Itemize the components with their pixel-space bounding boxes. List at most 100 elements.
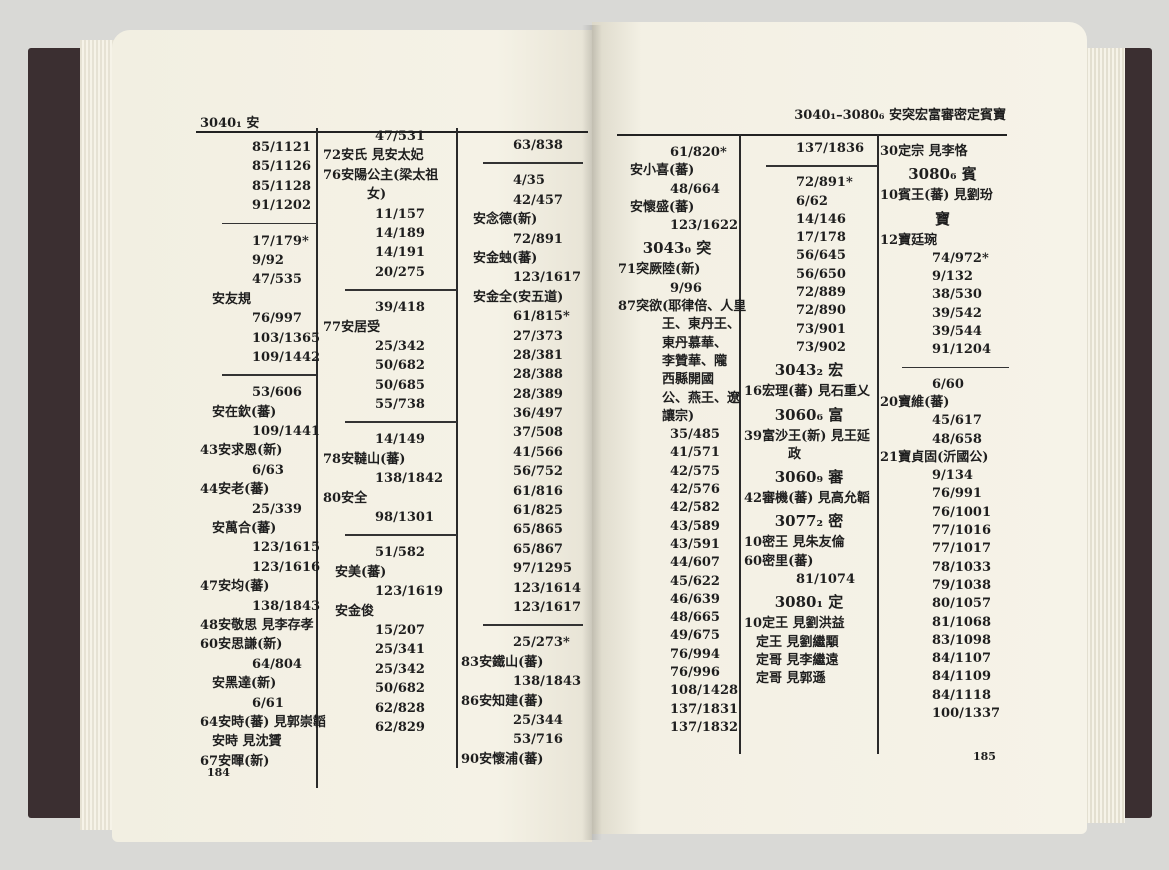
index-entry: 安懷盛(蕃) (630, 199, 695, 215)
page-reference: 76/994 (670, 646, 720, 662)
page-reference: 20/275 (375, 264, 425, 280)
page-reference: 9/134 (932, 468, 973, 484)
entry-continuation: 讓宗) (662, 408, 695, 424)
index-entry: 安時 見沈贇 (212, 734, 282, 750)
right-column-2: 137/1836 72/891* 6/62 14/146 17/178 56/645 56/… (744, 140, 878, 689)
page-reference: 14/191 (375, 245, 425, 261)
index-entry: 78安韃山(蕃) (323, 451, 406, 467)
page-reference: 62/829 (375, 719, 425, 735)
page-reference: 65/867 (513, 541, 563, 557)
page-reference: 84/1118 (932, 687, 992, 703)
section-heading: 3060₉ 審 (774, 468, 844, 487)
page-reference: 81/1068 (932, 614, 992, 630)
index-entry: 10密王 見朱友倫 (744, 535, 845, 551)
page-reference: 14/189 (375, 225, 425, 241)
page-reference: 62/828 (375, 700, 425, 716)
index-entry: 43安求恩(新) (200, 443, 283, 459)
book-gutter (582, 25, 602, 840)
index-entry: 87突欲(耶律倍、人皇 (618, 299, 747, 315)
page-reference: 72/890 (796, 303, 846, 319)
page-reference: 100/1337 (932, 706, 1001, 722)
left-page-header: 3040₁ 安 (200, 116, 260, 131)
entry-continuation: 政 (788, 446, 802, 462)
page-reference: 137/1832 (670, 719, 739, 735)
page-reference: 123/1619 (375, 584, 444, 600)
page-reference: 35/485 (670, 427, 720, 443)
page-reference: 85/1121 (252, 140, 312, 155)
page-reference: 6/60 (932, 376, 964, 392)
group-rule (461, 155, 583, 171)
index-entry: 71突厥陸(新) (618, 262, 701, 278)
page-reference: 28/381 (513, 347, 563, 363)
page-reference: 61/816 (513, 483, 563, 499)
page-reference: 25/342 (375, 661, 425, 677)
index-entry: 定王 見劉繼顒 (756, 634, 839, 650)
page-reference: 98/1301 (375, 510, 435, 526)
page-reference: 17/178 (796, 230, 846, 246)
page-reference: 9/92 (252, 252, 284, 268)
page-reference: 97/1295 (513, 561, 573, 577)
page-reference: 64/804 (252, 656, 302, 672)
index-entry: 12寶廷琬 (880, 232, 938, 248)
index-entry: 定哥 見李繼遠 (756, 652, 839, 668)
page-reference: 123/1616 (252, 559, 321, 575)
page-reference: 55/738 (375, 397, 425, 413)
page-reference: 6/62 (796, 193, 828, 209)
group-rule (744, 158, 878, 174)
page-reference: 109/1442 (252, 349, 321, 365)
index-entry: 10賓王(蕃) 見劉玢 (880, 188, 993, 204)
index-entry: 20寶維(蕃) (880, 394, 950, 410)
page-reference: 14/146 (796, 211, 846, 227)
page-reference: 61/820* (670, 145, 727, 160)
index-entry: 安金俊 (335, 603, 375, 619)
page-reference: 65/865 (513, 522, 563, 538)
section-heading: 3043₂ 宏 (774, 361, 844, 380)
page-reference: 42/576 (670, 482, 720, 498)
page-reference: 48/664 (670, 181, 720, 197)
page-reference: 61/815* (513, 309, 570, 325)
group-rule (323, 282, 457, 298)
page-edges-right (1080, 48, 1125, 823)
index-entry: 90安懷浦(蕃) (461, 751, 544, 767)
page-reference: 42/457 (513, 192, 563, 208)
right-column-1: 61/820* 安小喜(蕃) 48/664 安懷盛(蕃) 123/1622 3043₀ 突… (618, 144, 747, 737)
index-entry: 64安時(蕃) 見郭崇韜 (200, 714, 326, 730)
page-reference: 27/373 (513, 328, 563, 344)
page-reference: 45/622 (670, 573, 720, 589)
group-rule (323, 527, 457, 543)
section-heading: 3043₀ 突 (642, 239, 712, 258)
page-reference: 138/1843 (252, 598, 321, 614)
page-reference: 137/1831 (670, 701, 739, 717)
page-reference: 50/682 (375, 681, 425, 697)
index-entry: 安萬合(蕃) (212, 521, 277, 537)
page-reference: 77/1017 (932, 541, 992, 557)
right-column-3: 30定宗 見李恪 3080₆ 賓 10賓王(蕃) 見劉玢寶 12寶廷琬 74/972* 9… (880, 143, 1009, 723)
page-reference: 47/535 (252, 272, 302, 288)
page-reference: 50/685 (375, 377, 425, 393)
section-heading: 寶 (934, 209, 950, 228)
page-reference: 28/388 (513, 367, 563, 383)
index-entry: 47安均(蕃) (200, 579, 270, 595)
page-reference: 15/207 (375, 622, 425, 638)
left-column-1: 85/1121 85/1126 85/1128 91/1202 17/179* 9/92 4… (200, 138, 326, 771)
page-reference: 123/1617 (513, 270, 582, 286)
page-reference: 50/682 (375, 358, 425, 374)
index-entry: 67安暉(新) (200, 753, 270, 769)
page-reference: 47/531 (375, 129, 425, 144)
entry-continuation: 王、東丹王、 (662, 317, 741, 333)
page-reference: 76/997 (252, 311, 302, 327)
page-reference: 84/1107 (932, 651, 992, 667)
page-reference: 53/606 (252, 385, 302, 401)
page-reference: 39/542 (932, 305, 982, 321)
index-entry: 安小喜(蕃) (630, 163, 695, 179)
column-divider (456, 128, 458, 768)
page-reference: 14/149 (375, 432, 425, 448)
page-reference: 138/1843 (513, 674, 582, 690)
left-header-rule (196, 131, 588, 133)
page-reference: 38/530 (932, 287, 982, 303)
page-reference: 39/418 (375, 300, 425, 316)
page-reference: 84/1109 (932, 669, 992, 685)
right-header-rule (617, 134, 1007, 136)
index-entry: 安在欽(蕃) (212, 404, 277, 420)
page-reference: 48/665 (670, 610, 720, 626)
